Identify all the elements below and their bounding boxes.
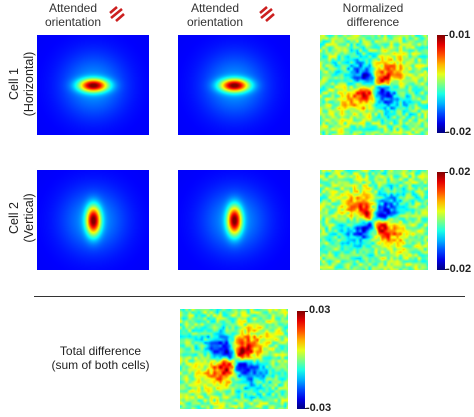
colorbar-max-label: 0.03 <box>309 304 331 316</box>
rf-map-cell1-attended-1 <box>37 35 149 135</box>
total-label-line: (sum of both cells) <box>51 358 150 372</box>
row-label-line: (Vertical) <box>22 193 36 243</box>
header-line: Normalized <box>342 1 404 15</box>
header-line: difference <box>346 15 400 29</box>
header-line: Attended <box>190 1 240 15</box>
header-line: orientation <box>186 15 244 29</box>
colorbar-max-label: 0.01 <box>449 29 471 41</box>
colorbar-tick <box>445 269 448 270</box>
colorbar-total <box>297 311 305 409</box>
rf-map-cell2-attended-2 <box>178 170 290 270</box>
total-label-line: Total difference <box>59 344 142 358</box>
colorbar-max-label: 0.02 <box>449 166 471 178</box>
header-line: orientation <box>44 15 102 29</box>
diagonal-grating-icon <box>259 6 275 22</box>
section-divider <box>34 296 465 297</box>
difference-map-cell2 <box>320 170 428 270</box>
header-attended-2: Attended orientation <box>170 1 260 29</box>
row-label-cell2: Cell 2 (Vertical) <box>7 178 39 258</box>
colorbar-tick <box>445 132 448 133</box>
row-label-line: Cell 2 <box>7 202 21 234</box>
header-line: Attended <box>48 1 98 15</box>
row-label-cell1: Cell 1 (Horizontal) <box>7 44 39 124</box>
header-attended-1: Attended orientation <box>28 1 118 29</box>
colorbar-tick <box>305 408 308 409</box>
rf-map-cell2-attended-1 <box>37 170 149 270</box>
colorbar-min-label: -0.02 <box>446 126 472 138</box>
colorbar-cell2 <box>437 172 445 270</box>
row-label-line: Cell 1 <box>7 68 21 100</box>
total-difference-label: Total difference (sum of both cells) <box>28 344 173 372</box>
colorbar-tick <box>445 35 448 36</box>
header-normalized-difference: Normalized difference <box>318 1 428 29</box>
colorbar-tick <box>305 311 308 312</box>
colorbar-tick <box>445 172 448 173</box>
diagonal-grating-icon <box>109 6 125 22</box>
difference-map-cell1 <box>320 35 428 135</box>
rf-map-cell1-attended-2 <box>178 35 290 135</box>
total-difference-map <box>180 309 288 409</box>
row-label-line: (Horizontal) <box>22 51 36 117</box>
colorbar-cell1 <box>437 35 445 133</box>
colorbar-min-label: -0.02 <box>446 263 472 275</box>
colorbar-min-label: -0.03 <box>306 402 332 414</box>
